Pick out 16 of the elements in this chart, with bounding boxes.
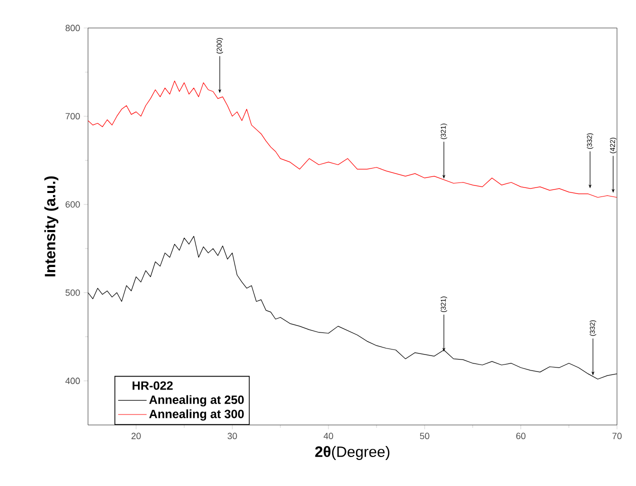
- legend-title: HR-022: [132, 381, 173, 390]
- y-axis-title: Intensity (a.u.): [44, 176, 58, 276]
- y-tick-label: 400: [65, 378, 80, 384]
- x-axis-title: 2θ(Degree): [315, 446, 390, 460]
- x-tick-label: 30: [228, 432, 237, 440]
- y-tick-label: 700: [66, 113, 80, 120]
- y-tick-label: 800: [66, 24, 80, 32]
- y-tick-label: 500: [66, 289, 80, 296]
- legend-label: Annealing at 250: [149, 395, 244, 406]
- x-tick-label: 20: [132, 432, 141, 440]
- x-tick-label: 50: [420, 432, 430, 440]
- legend-label: Annealing at 300: [149, 409, 244, 421]
- x-tick-label: 70: [612, 432, 622, 440]
- x-tick-label: 40: [324, 432, 334, 440]
- y-tick-label: 600: [66, 201, 80, 208]
- x-tick-label: 60: [516, 432, 526, 440]
